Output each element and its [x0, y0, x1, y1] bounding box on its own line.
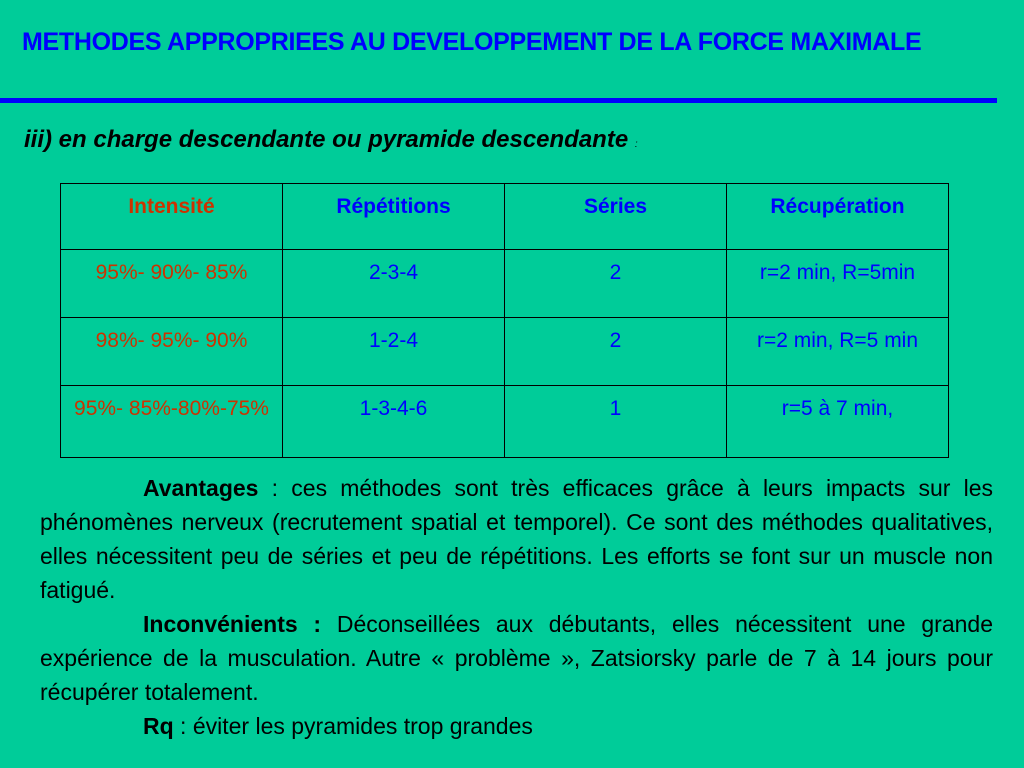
subtitle-colon: :: [634, 139, 638, 150]
remark-paragraph: Rq : éviter les pyramides trop grandes: [40, 709, 993, 743]
advantages-text: : ces méthodes sont très efficaces grâce…: [40, 475, 993, 603]
table-row: 95%- 90%- 85% 2-3-4 2 r=2 min, R=5min: [60, 249, 949, 318]
table-row: 95%- 85%-80%-75% 1-3-4-6 1 r=5 à 7 min,: [60, 385, 949, 458]
cell-repetitions: 1-3-4-6: [282, 385, 505, 458]
methods-table: Intensité Répétitions Séries Récupératio…: [60, 183, 949, 458]
cell-repetitions: 1-2-4: [282, 317, 505, 386]
title-divider: [0, 98, 997, 103]
drawbacks-label: Inconvénients :: [143, 611, 322, 637]
header-intensity: Intensité: [60, 183, 283, 250]
cell-series: 1: [504, 385, 727, 458]
advantages-label: Avantages: [143, 475, 259, 501]
header-recovery: Récupération: [726, 183, 949, 250]
cell-series: 2: [504, 317, 727, 386]
remark-text: : éviter les pyramides trop grandes: [173, 713, 533, 739]
table-row: 98%- 95%- 90% 1-2-4 2 r=2 min, R=5 min: [60, 317, 949, 386]
cell-recovery: r=5 à 7 min,: [726, 385, 949, 458]
header-series: Séries: [504, 183, 727, 250]
table-header-row: Intensité Répétitions Séries Récupératio…: [60, 183, 949, 250]
cell-intensity: 95%- 90%- 85%: [60, 249, 283, 318]
remark-label: Rq: [143, 713, 174, 739]
section-subtitle: iii) en charge descendante ou pyramide d…: [24, 126, 638, 154]
body-text: Avantages : ces méthodes sont très effic…: [40, 471, 993, 743]
cell-intensity: 95%- 85%-80%-75%: [60, 385, 283, 458]
header-repetitions: Répétitions: [282, 183, 505, 250]
cell-recovery: r=2 min, R=5 min: [726, 317, 949, 386]
cell-recovery: r=2 min, R=5min: [726, 249, 949, 318]
cell-series: 2: [504, 249, 727, 318]
cell-repetitions: 2-3-4: [282, 249, 505, 318]
cell-intensity: 98%- 95%- 90%: [60, 317, 283, 386]
drawbacks-text: Déconseillées aux débutants, elles néces…: [40, 611, 993, 705]
slide-title: METHODES APPROPRIEES AU DEVELOPPEMENT DE…: [22, 28, 922, 56]
drawbacks-paragraph: Inconvénients : Déconseillées aux débuta…: [40, 607, 993, 709]
subtitle-text: iii) en charge descendante ou pyramide d…: [24, 126, 629, 153]
advantages-paragraph: Avantages : ces méthodes sont très effic…: [40, 471, 993, 607]
